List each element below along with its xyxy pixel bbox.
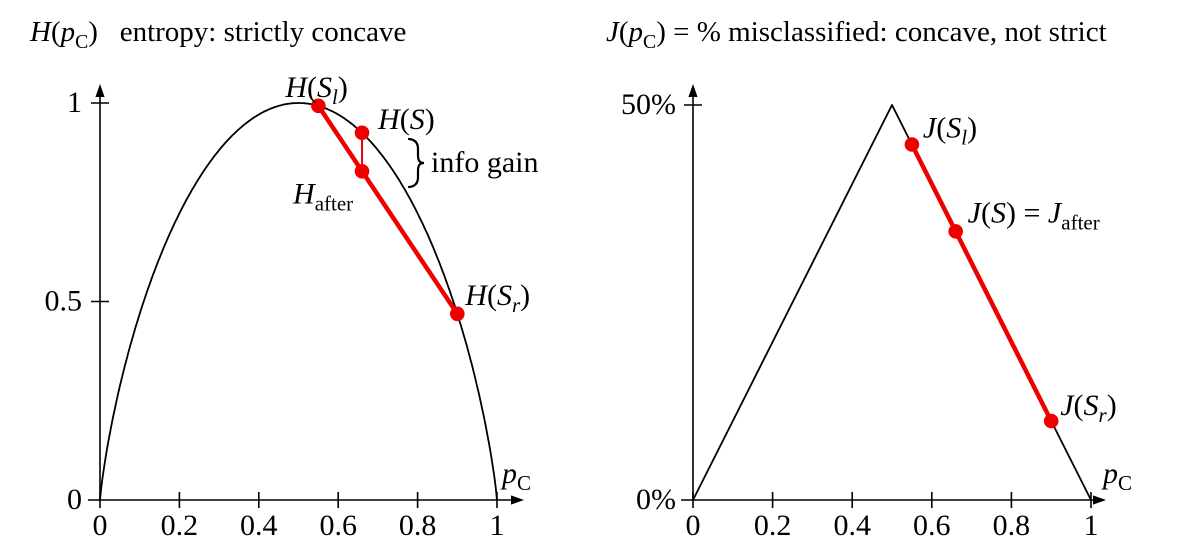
misclassification-plot: 0 0.2 0.4 0.6 0.8 1 0% 50% J(Sl) J(S) = Jafter J(S…: [621, 84, 1132, 542]
right-chart-title: J(pC) = % misclassified: concave, not st…: [606, 16, 1107, 53]
title-segment: p: [60, 16, 76, 48]
x-tick-label: 0: [93, 509, 108, 542]
title-segment: (: [50, 16, 61, 48]
x-axis-arrow-icon: [511, 495, 524, 505]
entropy-plot: 0 0.2 0.4 0.6 0.8 1 0 0.5 1 H(Sl) H(S) Hafter H(Sr) p…: [45, 71, 539, 542]
title-segment: (: [618, 16, 629, 48]
x-tick-label: 0.8: [399, 509, 437, 542]
y-tick-label: 1: [67, 86, 82, 119]
chord-line: [909, 142, 1054, 424]
x-axis-label: pC: [500, 457, 531, 495]
title-segment: ): [656, 16, 666, 48]
title-segment: C: [75, 30, 89, 53]
y-tick-label: 0%: [636, 483, 676, 516]
data-point-H-S: [354, 125, 370, 141]
title-segment: p: [628, 16, 644, 48]
title-segment: J: [606, 16, 619, 48]
title-segment: entropy: strictly concave: [97, 16, 407, 48]
x-tick-label: 0: [686, 509, 701, 542]
misclassification-plot-curve: [692, 104, 1092, 501]
label-H-Sl: H(Sl): [284, 71, 348, 109]
x-axis-label: pC: [1101, 457, 1132, 495]
x-tick-label: 0.4: [833, 509, 871, 542]
y-tick-label: 0.5: [45, 285, 83, 318]
label-H-Sr: H(Sr): [464, 279, 530, 317]
y-axis-arrow-icon: [95, 84, 105, 97]
x-axis-arrow-icon: [1093, 495, 1106, 505]
left-chart-title: H(pC) entropy: strictly concave: [30, 16, 406, 53]
y-tick-label: 50%: [621, 88, 676, 121]
data-point-H-Sr: [450, 306, 465, 322]
entropy-plot-curve: [99, 102, 498, 501]
data-point-J-Sr: [1043, 413, 1059, 429]
y-tick-label: 0: [67, 483, 82, 516]
title-segment: = % misclassified: concave, not strict: [665, 16, 1107, 48]
data-point-H-Sl: [311, 98, 326, 114]
title-segment: ): [88, 16, 98, 48]
title-segment: C: [643, 30, 657, 53]
data-point-H-after: [354, 163, 370, 179]
label-J-Sr: J(Sr): [1060, 389, 1117, 427]
label-H-S: H(S): [377, 103, 435, 136]
x-tick-label: 0.8: [993, 509, 1031, 542]
data-point-J-Sl: [904, 137, 920, 152]
info-gain-brace-icon: [407, 137, 425, 189]
x-tick-label: 0.2: [754, 509, 792, 542]
label-J-S-after: J(S) = Jafter: [968, 196, 1100, 234]
x-tick-label: 1: [490, 509, 505, 542]
title-segment: H: [30, 16, 51, 48]
data-point-J-S-after: [948, 224, 963, 239]
x-tick-label: 0.4: [240, 509, 278, 542]
chord-line: [316, 103, 460, 317]
x-tick-label: 0.2: [161, 509, 199, 542]
info-gain-label: info gain: [431, 146, 538, 179]
label-H-after: Hafter: [292, 177, 353, 215]
x-tick-label: 1: [1084, 509, 1099, 542]
x-tick-label: 0.6: [913, 509, 951, 542]
label-J-Sl: J(Sl): [923, 112, 977, 150]
y-axis-arrow-icon: [688, 84, 698, 97]
x-tick-label: 0.6: [319, 509, 357, 542]
